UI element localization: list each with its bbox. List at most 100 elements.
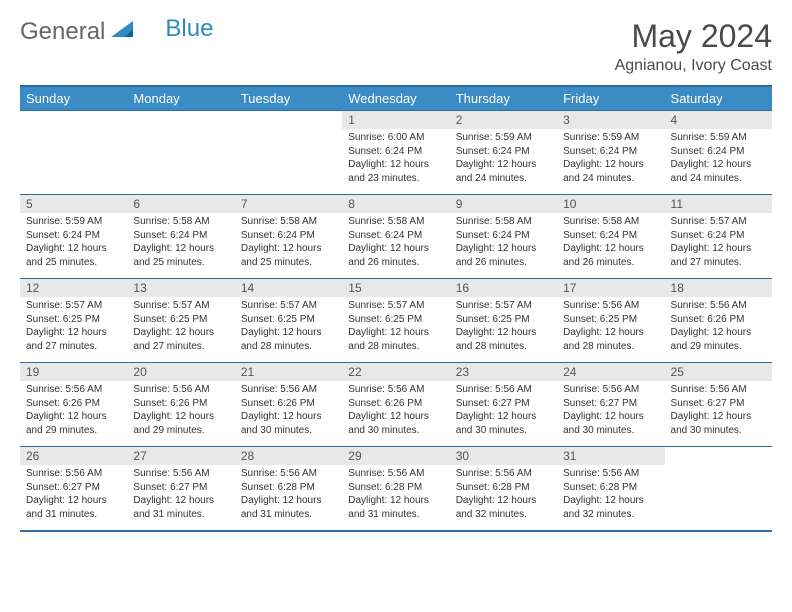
- day-data: Sunrise: 5:56 AMSunset: 6:28 PMDaylight:…: [557, 465, 664, 525]
- day-cell: 28Sunrise: 5:56 AMSunset: 6:28 PMDayligh…: [235, 447, 342, 531]
- day-data: Sunrise: 5:57 AMSunset: 6:25 PMDaylight:…: [127, 297, 234, 357]
- day-data: Sunrise: 5:58 AMSunset: 6:24 PMDaylight:…: [450, 213, 557, 273]
- month-title: May 2024: [615, 18, 772, 55]
- day-cell: 5Sunrise: 5:59 AMSunset: 6:24 PMDaylight…: [20, 195, 127, 279]
- weekday-header: Thursday: [450, 86, 557, 111]
- day-number: 3: [557, 111, 664, 129]
- day-data: Sunrise: 5:56 AMSunset: 6:28 PMDaylight:…: [450, 465, 557, 525]
- day-data: Sunrise: 5:56 AMSunset: 6:26 PMDaylight:…: [665, 297, 772, 357]
- day-number: 31: [557, 447, 664, 465]
- day-data: Sunrise: 5:57 AMSunset: 6:25 PMDaylight:…: [235, 297, 342, 357]
- day-cell: 4Sunrise: 5:59 AMSunset: 6:24 PMDaylight…: [665, 111, 772, 195]
- day-cell: 14Sunrise: 5:57 AMSunset: 6:25 PMDayligh…: [235, 279, 342, 363]
- empty-cell: [127, 111, 234, 195]
- day-number: 28: [235, 447, 342, 465]
- day-data: Sunrise: 5:58 AMSunset: 6:24 PMDaylight:…: [127, 213, 234, 273]
- calendar-body: 1Sunrise: 6:00 AMSunset: 6:24 PMDaylight…: [20, 111, 772, 531]
- day-number: 2: [450, 111, 557, 129]
- day-number: 27: [127, 447, 234, 465]
- day-data: Sunrise: 5:59 AMSunset: 6:24 PMDaylight:…: [20, 213, 127, 273]
- day-cell: 13Sunrise: 5:57 AMSunset: 6:25 PMDayligh…: [127, 279, 234, 363]
- day-cell: 1Sunrise: 6:00 AMSunset: 6:24 PMDaylight…: [342, 111, 449, 195]
- day-number: 14: [235, 279, 342, 297]
- day-number: 1: [342, 111, 449, 129]
- logo: General Blue: [20, 18, 213, 46]
- day-cell: 17Sunrise: 5:56 AMSunset: 6:25 PMDayligh…: [557, 279, 664, 363]
- day-cell: 12Sunrise: 5:57 AMSunset: 6:25 PMDayligh…: [20, 279, 127, 363]
- day-cell: 9Sunrise: 5:58 AMSunset: 6:24 PMDaylight…: [450, 195, 557, 279]
- day-number: 15: [342, 279, 449, 297]
- day-number: 21: [235, 363, 342, 381]
- logo-triangle-icon: [111, 18, 137, 46]
- location: Agnianou, Ivory Coast: [615, 57, 772, 75]
- day-cell: 3Sunrise: 5:59 AMSunset: 6:24 PMDaylight…: [557, 111, 664, 195]
- day-number: 18: [665, 279, 772, 297]
- day-data: Sunrise: 6:00 AMSunset: 6:24 PMDaylight:…: [342, 129, 449, 189]
- header: General Blue May 2024 Agnianou, Ivory Co…: [20, 18, 772, 75]
- day-number: 25: [665, 363, 772, 381]
- day-number: 26: [20, 447, 127, 465]
- day-number: 22: [342, 363, 449, 381]
- day-cell: 2Sunrise: 5:59 AMSunset: 6:24 PMDaylight…: [450, 111, 557, 195]
- day-data: Sunrise: 5:56 AMSunset: 6:27 PMDaylight:…: [20, 465, 127, 525]
- weekday-header: Sunday: [20, 86, 127, 111]
- day-cell: 27Sunrise: 5:56 AMSunset: 6:27 PMDayligh…: [127, 447, 234, 531]
- calendar-table: SundayMondayTuesdayWednesdayThursdayFrid…: [20, 85, 772, 532]
- day-data: Sunrise: 5:56 AMSunset: 6:28 PMDaylight:…: [342, 465, 449, 525]
- day-number: 8: [342, 195, 449, 213]
- day-cell: 19Sunrise: 5:56 AMSunset: 6:26 PMDayligh…: [20, 363, 127, 447]
- day-cell: 11Sunrise: 5:57 AMSunset: 6:24 PMDayligh…: [665, 195, 772, 279]
- day-cell: 24Sunrise: 5:56 AMSunset: 6:27 PMDayligh…: [557, 363, 664, 447]
- day-data: Sunrise: 5:57 AMSunset: 6:25 PMDaylight:…: [342, 297, 449, 357]
- day-data: Sunrise: 5:57 AMSunset: 6:24 PMDaylight:…: [665, 213, 772, 273]
- day-data: Sunrise: 5:57 AMSunset: 6:25 PMDaylight:…: [450, 297, 557, 357]
- day-data: Sunrise: 5:56 AMSunset: 6:26 PMDaylight:…: [127, 381, 234, 441]
- day-cell: 10Sunrise: 5:58 AMSunset: 6:24 PMDayligh…: [557, 195, 664, 279]
- day-data: Sunrise: 5:56 AMSunset: 6:28 PMDaylight:…: [235, 465, 342, 525]
- day-number: 6: [127, 195, 234, 213]
- day-data: Sunrise: 5:58 AMSunset: 6:24 PMDaylight:…: [235, 213, 342, 273]
- day-cell: 25Sunrise: 5:56 AMSunset: 6:27 PMDayligh…: [665, 363, 772, 447]
- day-cell: 26Sunrise: 5:56 AMSunset: 6:27 PMDayligh…: [20, 447, 127, 531]
- day-cell: 21Sunrise: 5:56 AMSunset: 6:26 PMDayligh…: [235, 363, 342, 447]
- day-number: 16: [450, 279, 557, 297]
- day-data: Sunrise: 5:56 AMSunset: 6:25 PMDaylight:…: [557, 297, 664, 357]
- day-cell: 29Sunrise: 5:56 AMSunset: 6:28 PMDayligh…: [342, 447, 449, 531]
- logo-text-general: General: [20, 18, 105, 46]
- day-number: 17: [557, 279, 664, 297]
- day-cell: 7Sunrise: 5:58 AMSunset: 6:24 PMDaylight…: [235, 195, 342, 279]
- day-cell: 15Sunrise: 5:57 AMSunset: 6:25 PMDayligh…: [342, 279, 449, 363]
- day-cell: 22Sunrise: 5:56 AMSunset: 6:26 PMDayligh…: [342, 363, 449, 447]
- day-number: 10: [557, 195, 664, 213]
- day-number: 9: [450, 195, 557, 213]
- day-data: Sunrise: 5:59 AMSunset: 6:24 PMDaylight:…: [557, 129, 664, 189]
- logo-text-blue: Blue: [165, 15, 213, 43]
- weekday-header: Friday: [557, 86, 664, 111]
- day-number: 5: [20, 195, 127, 213]
- day-data: Sunrise: 5:57 AMSunset: 6:25 PMDaylight:…: [20, 297, 127, 357]
- day-number: 7: [235, 195, 342, 213]
- day-number: 12: [20, 279, 127, 297]
- day-number: 30: [450, 447, 557, 465]
- day-data: Sunrise: 5:56 AMSunset: 6:26 PMDaylight:…: [235, 381, 342, 441]
- day-number: 23: [450, 363, 557, 381]
- day-cell: 8Sunrise: 5:58 AMSunset: 6:24 PMDaylight…: [342, 195, 449, 279]
- weekday-header: Tuesday: [235, 86, 342, 111]
- empty-cell: [20, 111, 127, 195]
- day-cell: 16Sunrise: 5:57 AMSunset: 6:25 PMDayligh…: [450, 279, 557, 363]
- empty-cell: [665, 447, 772, 531]
- calendar-head: SundayMondayTuesdayWednesdayThursdayFrid…: [20, 86, 772, 111]
- day-data: Sunrise: 5:56 AMSunset: 6:27 PMDaylight:…: [450, 381, 557, 441]
- day-number: 4: [665, 111, 772, 129]
- day-cell: 23Sunrise: 5:56 AMSunset: 6:27 PMDayligh…: [450, 363, 557, 447]
- day-data: Sunrise: 5:56 AMSunset: 6:27 PMDaylight:…: [557, 381, 664, 441]
- day-cell: 31Sunrise: 5:56 AMSunset: 6:28 PMDayligh…: [557, 447, 664, 531]
- day-data: Sunrise: 5:58 AMSunset: 6:24 PMDaylight:…: [557, 213, 664, 273]
- day-number: 29: [342, 447, 449, 465]
- weekday-header: Wednesday: [342, 86, 449, 111]
- day-number: 24: [557, 363, 664, 381]
- weekday-header: Monday: [127, 86, 234, 111]
- day-data: Sunrise: 5:56 AMSunset: 6:26 PMDaylight:…: [342, 381, 449, 441]
- day-data: Sunrise: 5:56 AMSunset: 6:26 PMDaylight:…: [20, 381, 127, 441]
- empty-cell: [235, 111, 342, 195]
